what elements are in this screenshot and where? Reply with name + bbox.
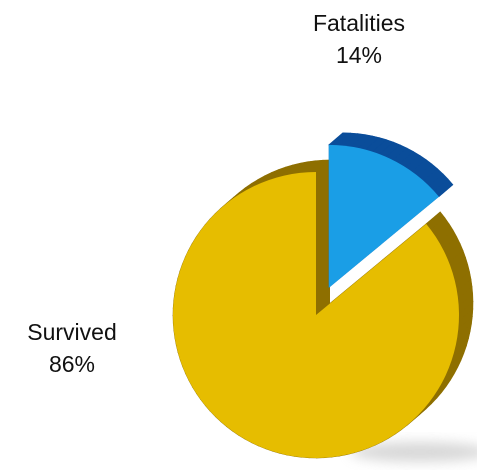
- pie-slice-radial-edge-survived: [316, 160, 330, 315]
- pie-slices: [172, 132, 474, 459]
- pie-shadow: [350, 442, 477, 462]
- slice-label-survived-name: Survived: [27, 319, 116, 345]
- pie-slice-survived: [172, 172, 460, 458]
- slice-label-survived-value: 86%: [49, 351, 95, 377]
- slice-label-fatalities-value: 14%: [336, 42, 382, 68]
- pie-slice-fatalities: [328, 144, 439, 288]
- slice-label-fatalities-name: Fatalities: [313, 10, 405, 36]
- pie-slice-radial-edge-survived: [316, 211, 441, 315]
